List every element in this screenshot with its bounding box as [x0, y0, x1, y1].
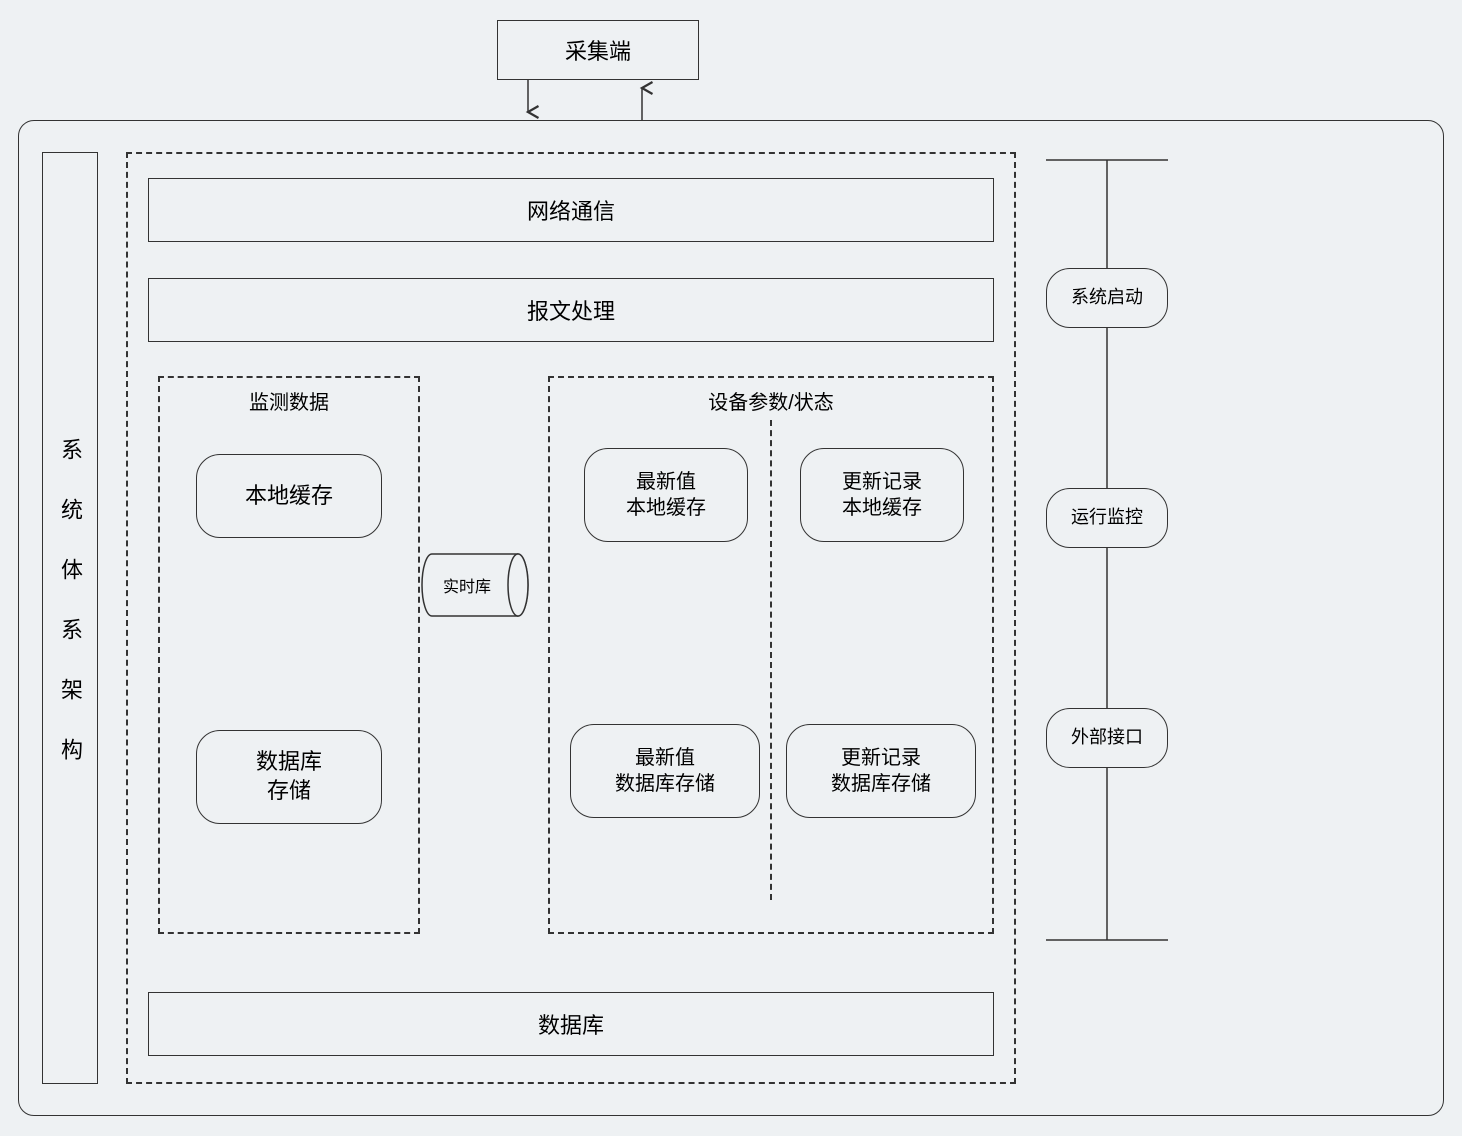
pill-ext-interface: 外部接口	[1046, 708, 1168, 768]
collector-label: 采集端	[565, 34, 631, 66]
collector-box: 采集端	[497, 20, 699, 80]
realtime-db-label: 实时库	[443, 573, 491, 597]
pill-latest-cache: 最新值 本地缓存	[584, 448, 748, 542]
row-msgproc-label: 报文处理	[527, 294, 615, 326]
realtime-db-cylinder: 实时库	[420, 552, 530, 618]
pill-update-cache: 更新记录 本地缓存	[800, 448, 964, 542]
device-group-divider	[770, 420, 772, 900]
row-database-label: 数据库	[538, 1008, 604, 1040]
pill-latest-db: 最新值 数据库存储	[570, 724, 760, 818]
pill-run-monitor: 运行监控	[1046, 488, 1168, 548]
row-network: 网络通信	[148, 178, 994, 242]
pill-update-db: 更新记录 数据库存储	[786, 724, 976, 818]
row-database: 数据库	[148, 992, 994, 1056]
left-sidebar: 系统体系架构	[42, 152, 98, 1084]
pill-db-store: 数据库 存储	[196, 730, 382, 824]
device-group-label: 设备参数/状态	[548, 386, 994, 415]
pill-local-cache: 本地缓存	[196, 454, 382, 538]
monitor-group-label: 监测数据	[158, 386, 420, 415]
row-network-label: 网络通信	[527, 194, 615, 226]
pill-sys-start: 系统启动	[1046, 268, 1168, 328]
row-msgproc: 报文处理	[148, 278, 994, 342]
left-sidebar-label: 系统体系架构	[54, 438, 86, 798]
